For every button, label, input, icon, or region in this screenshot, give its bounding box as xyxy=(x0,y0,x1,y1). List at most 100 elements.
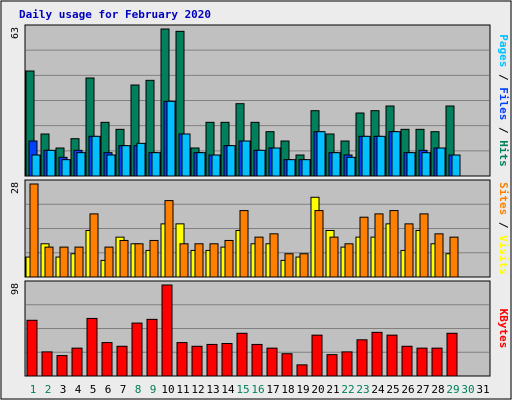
bar-pages-day-22 xyxy=(346,156,356,177)
bar-pages-day-4 xyxy=(76,152,86,177)
bar-kbytes-day-18 xyxy=(281,353,293,377)
x-label-day-8: 8 xyxy=(135,383,142,396)
bar-kbytes-day-14 xyxy=(221,343,233,377)
bar-sites-day-24 xyxy=(374,213,384,278)
bar-pages-day-14 xyxy=(226,145,236,177)
x-label-day-13: 13 xyxy=(206,383,219,396)
bar-pages-day-10 xyxy=(166,100,176,177)
bar-sites-day-25 xyxy=(389,210,399,278)
max-value-label: 28 xyxy=(10,182,21,194)
bar-sites-day-22 xyxy=(344,243,354,278)
bar-sites-day-11 xyxy=(179,243,189,278)
x-label-day-10: 10 xyxy=(161,383,174,396)
bar-pages-day-15 xyxy=(241,140,251,177)
x-label-day-19: 19 xyxy=(296,383,309,396)
bar-kbytes-day-17 xyxy=(266,347,278,377)
x-label-day-18: 18 xyxy=(281,383,294,396)
x-label-day-22: 22 xyxy=(341,383,354,396)
bar-sites-day-19 xyxy=(299,253,309,278)
axis-legend-visits-sites: Sites / Visits xyxy=(497,182,510,275)
x-label-day-21: 21 xyxy=(326,383,339,396)
panel-kbytes: 98 KBytes xyxy=(10,280,510,377)
legend-visits: Visits xyxy=(497,235,510,275)
bar-sites-day-13 xyxy=(209,243,219,278)
bar-kbytes-day-10 xyxy=(161,284,173,377)
bar-kbytes-day-8 xyxy=(131,322,143,377)
bar-pages-day-9 xyxy=(151,152,161,177)
bar-kbytes-day-22 xyxy=(341,351,353,377)
x-label-day-7: 7 xyxy=(120,383,127,396)
bar-pages-day-24 xyxy=(376,135,386,177)
bar-pages-day-12 xyxy=(196,152,206,177)
bar-pages-day-11 xyxy=(181,133,191,177)
bar-kbytes-day-20 xyxy=(311,334,323,377)
bar-sites-day-4 xyxy=(74,246,84,278)
x-label-day-5: 5 xyxy=(90,383,97,396)
legend-pages: Pages xyxy=(497,34,510,67)
x-label-day-6: 6 xyxy=(105,383,112,396)
bar-kbytes-day-4 xyxy=(71,347,83,377)
bar-kbytes-day-28 xyxy=(431,347,443,377)
bar-sites-day-21 xyxy=(329,236,339,278)
bar-sites-day-8 xyxy=(134,243,144,278)
bar-sites-day-12 xyxy=(194,243,204,278)
bar-sites-day-15 xyxy=(239,210,249,278)
bar-sites-day-3 xyxy=(59,246,69,278)
bar-pages-day-23 xyxy=(361,135,371,177)
x-label-day-1: 1 xyxy=(30,383,37,396)
bar-pages-day-26 xyxy=(406,152,416,177)
bar-sites-day-16 xyxy=(254,236,264,278)
bar-kbytes-day-27 xyxy=(416,347,428,377)
x-label-day-15: 15 xyxy=(236,383,249,396)
chart-title: Daily usage for February 2020 xyxy=(19,8,211,21)
bar-sites-day-17 xyxy=(269,233,279,278)
legend-kbytes: KBytes xyxy=(497,309,510,349)
x-label-day-25: 25 xyxy=(386,383,399,396)
x-label-day-29: 29 xyxy=(446,383,459,396)
legend-separator: / xyxy=(497,120,510,140)
bar-kbytes-day-6 xyxy=(101,342,113,377)
bar-sites-day-28 xyxy=(434,233,444,278)
bar-kbytes-day-24 xyxy=(371,331,383,377)
bar-sites-day-2 xyxy=(44,246,54,278)
bar-kbytes-day-16 xyxy=(251,343,263,377)
bar-pages-day-3 xyxy=(61,159,71,177)
x-label-day-24: 24 xyxy=(371,383,385,396)
x-label-day-12: 12 xyxy=(191,383,204,396)
bar-pages-day-27 xyxy=(421,152,431,177)
bar-sites-day-14 xyxy=(224,239,234,278)
bar-kbytes-day-11 xyxy=(176,342,188,377)
x-label-day-23: 23 xyxy=(356,383,369,396)
bar-sites-day-10 xyxy=(164,200,174,278)
bar-kbytes-day-9 xyxy=(146,318,158,377)
x-label-day-27: 27 xyxy=(416,383,429,396)
legend-sites: Sites xyxy=(497,182,510,215)
bar-sites-day-7 xyxy=(119,239,129,278)
bar-pages-day-6 xyxy=(106,154,116,177)
x-label-day-2: 2 xyxy=(45,383,52,396)
x-label-day-30: 30 xyxy=(461,383,474,396)
legend-files: Files xyxy=(497,87,510,120)
bar-kbytes-day-12 xyxy=(191,345,203,377)
x-label-day-3: 3 xyxy=(60,383,67,396)
x-axis-labels: 1 2 3 4 5 6 7 8 9 10 11 12 13 14 15 16 17 18 19 20 21 22 23 24 2… xyxy=(30,383,490,396)
bar-sites-day-5 xyxy=(89,213,99,278)
bar-pages-day-19 xyxy=(301,159,311,177)
bar-kbytes-day-1 xyxy=(26,319,38,377)
bar-sites-day-9 xyxy=(149,239,159,278)
bar-pages-day-16 xyxy=(256,149,266,177)
bar-sites-day-1 xyxy=(29,183,39,278)
bar-kbytes-day-19 xyxy=(296,364,308,377)
bar-pages-day-20 xyxy=(316,131,326,177)
x-label-day-9: 9 xyxy=(150,383,157,396)
bar-pages-day-29 xyxy=(451,154,461,177)
bar-pages-day-13 xyxy=(211,154,221,177)
max-value-label: 98 xyxy=(10,283,21,295)
bar-pages-day-7 xyxy=(121,145,131,177)
bar-pages-day-8 xyxy=(136,142,146,177)
bar-pages-day-25 xyxy=(391,131,401,177)
max-value-label: 63 xyxy=(10,27,21,39)
bar-kbytes-day-29 xyxy=(446,332,458,377)
